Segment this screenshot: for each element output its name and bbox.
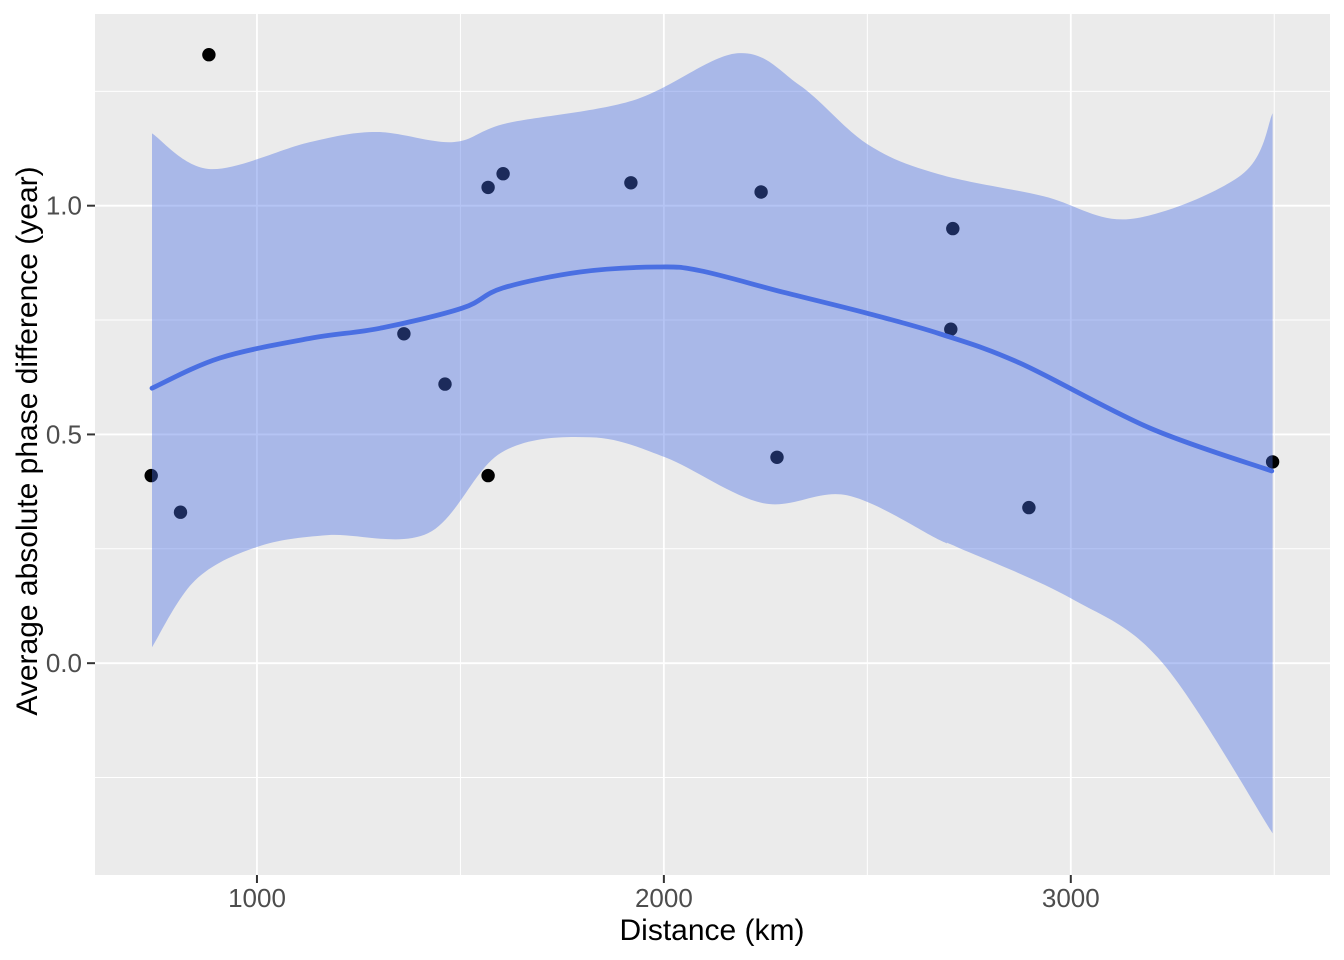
plot-panel [95, 14, 1330, 875]
data-point [946, 221, 960, 236]
major-gridlines [95, 14, 1330, 875]
x-tick-label: 1000 [228, 883, 286, 913]
y-tick-label: 0.5 [46, 419, 82, 449]
x-axis-title: Distance (km) [619, 914, 805, 947]
data-point [438, 377, 452, 391]
smooth-trend-line [149, 264, 1275, 474]
axis-ticks [87, 204, 1072, 883]
data-point [481, 180, 495, 195]
data-point [1265, 455, 1280, 469]
x-tick-label: 2000 [635, 883, 693, 913]
data-point [1022, 500, 1036, 515]
x-tick-label: 3000 [1042, 883, 1100, 913]
data-point [496, 167, 510, 181]
y-tick-label: 0.0 [46, 648, 82, 678]
data-point [481, 468, 495, 483]
y-tick-label: 1.0 [46, 191, 82, 221]
minor-gridlines [95, 14, 1330, 875]
data-point [754, 185, 768, 199]
data-point [173, 505, 188, 519]
confidence-ribbon [152, 53, 1273, 834]
data-point [202, 48, 216, 62]
axis-tick-labels: 1000 2000 3000 0.0 0.5 1.0 [46, 191, 1100, 913]
y-axis-title: Average absolute phase difference (year) [11, 166, 44, 716]
scatter-points [144, 48, 1280, 519]
data-point [397, 327, 411, 341]
data-point [144, 468, 158, 483]
data-point [770, 450, 784, 464]
data-point [624, 176, 638, 190]
data-point [944, 322, 958, 336]
